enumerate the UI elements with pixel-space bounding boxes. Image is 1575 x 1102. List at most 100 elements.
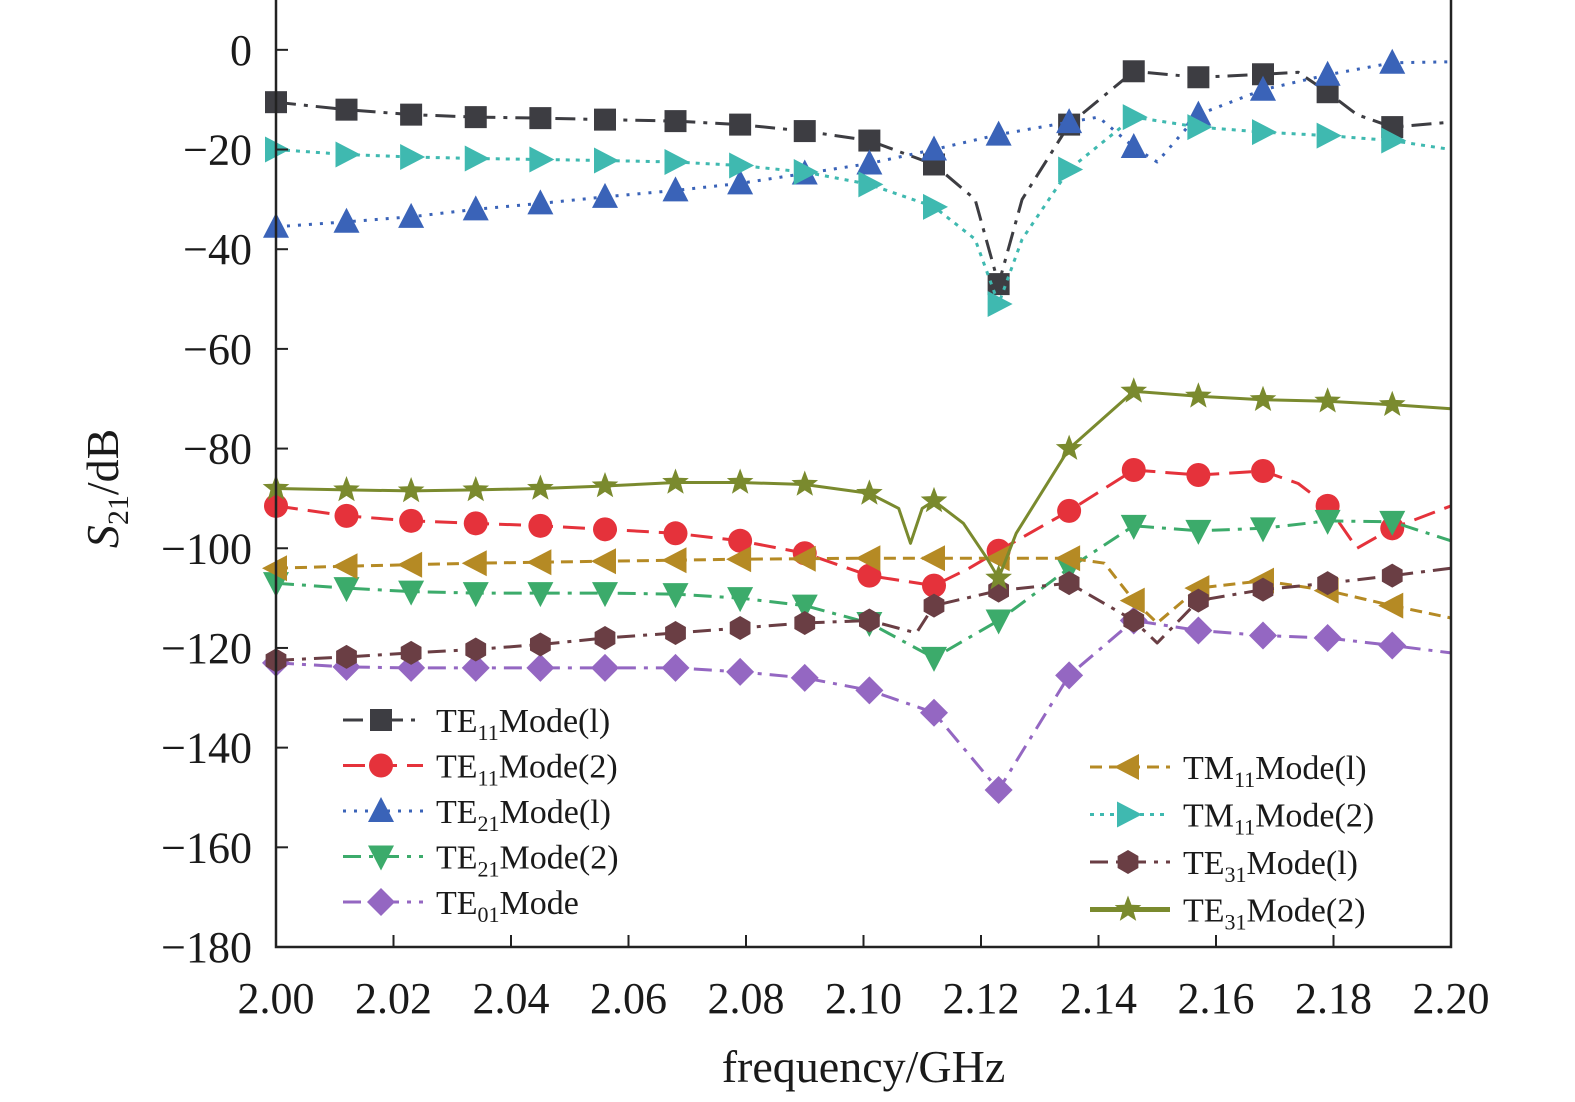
data-point [1381, 563, 1403, 588]
legend-label: TE11Mode(2) [436, 749, 618, 791]
data-point [398, 580, 425, 606]
data-point [1185, 382, 1212, 408]
legend-entry: TE31Mode(2) [1090, 893, 1366, 935]
data-point [1379, 510, 1406, 536]
data-point [529, 146, 555, 173]
legend-swatch-marker [1114, 895, 1142, 921]
legend-label-suffix: Mode(2) [1255, 798, 1374, 835]
data-point [920, 698, 948, 727]
data-point [1056, 108, 1083, 134]
x-tick-label: 2.12 [943, 974, 1020, 1023]
x-tick-label: 2.04 [473, 974, 550, 1023]
legend-label: TM11Mode(2) [1183, 798, 1374, 840]
y-axis-title: S21/dB [77, 429, 135, 548]
legend-label-sub: 11 [478, 766, 499, 791]
data-point [794, 611, 816, 636]
legend-entry: TE11Mode(l) [343, 703, 610, 745]
data-point [1314, 509, 1341, 535]
data-point [1251, 459, 1275, 484]
data-point [791, 594, 818, 620]
legend-label: TE11Mode(l) [436, 703, 610, 745]
y-tick-label: −40 [183, 225, 252, 274]
series-line [275, 468, 1452, 588]
x-tick-label: 2.08 [708, 974, 785, 1023]
data-point [400, 144, 426, 171]
legend-swatch-marker [368, 845, 394, 871]
data-point [336, 644, 357, 669]
data-point [729, 616, 751, 641]
data-point [592, 182, 618, 208]
x-tick-label: 2.16 [1178, 974, 1255, 1023]
data-point [793, 120, 816, 143]
legend-label: TM11Mode(l) [1183, 750, 1367, 792]
data-point [399, 508, 424, 533]
data-point [465, 637, 487, 662]
legend-label-suffix: Mode(l) [1247, 845, 1358, 882]
data-point [790, 663, 819, 692]
legend-entry: TE21Mode(2) [343, 840, 619, 882]
data-point [1252, 63, 1274, 86]
y-tick-label: −20 [183, 126, 252, 175]
data-point [1378, 592, 1404, 619]
legend-label-sub: 11 [1234, 767, 1255, 792]
data-point [1123, 608, 1145, 633]
data-point [920, 486, 948, 513]
data-point [1122, 60, 1145, 83]
y-axis-title-unit: /dB [77, 429, 128, 495]
data-point [594, 108, 616, 131]
data-point [664, 148, 690, 175]
legend-label-prefix: TE [436, 749, 478, 786]
data-point [1379, 48, 1406, 74]
legend-label-prefix: TE [1183, 845, 1225, 882]
legend-swatch-marker [1117, 850, 1139, 874]
data-point [661, 653, 690, 682]
data-point [1055, 545, 1081, 572]
data-point [527, 582, 554, 608]
data-point [985, 609, 1012, 635]
legend-label: TE31Mode(l) [1183, 845, 1358, 887]
data-point [1314, 387, 1341, 413]
data-point [464, 145, 490, 172]
legend-swatch-marker [1117, 801, 1142, 828]
legend-swatch-marker [1114, 754, 1139, 780]
legend-label-prefix: TE [436, 703, 478, 740]
data-point [1250, 517, 1276, 543]
data-point [262, 555, 287, 582]
data-point [529, 107, 552, 130]
legend-label-suffix: Mode(2) [499, 749, 618, 786]
data-point [591, 548, 616, 575]
data-point [333, 475, 360, 502]
y-axis-title-main: S [77, 525, 128, 548]
data-point [922, 573, 946, 598]
data-point [664, 110, 687, 133]
y-tick-label: −140 [161, 724, 252, 773]
data-point [727, 169, 754, 195]
y-tick-label: 0 [230, 26, 252, 75]
x-tick-label: 2.10 [825, 974, 902, 1023]
data-point [858, 171, 884, 198]
x-tick-label: 2.14 [1060, 974, 1137, 1023]
data-point [335, 141, 361, 168]
data-point [591, 471, 619, 498]
legend-label: TE21Mode(2) [436, 840, 619, 882]
data-point [985, 120, 1012, 146]
data-point [856, 149, 883, 175]
data-point [791, 470, 819, 496]
data-point [858, 608, 880, 633]
data-point [1186, 462, 1211, 487]
data-point [1187, 588, 1209, 613]
data-point [397, 476, 425, 503]
data-point [1121, 458, 1146, 483]
data-point [1184, 616, 1213, 645]
data-point [1185, 519, 1212, 545]
legend-swatch-marker [367, 888, 395, 916]
data-point [1058, 571, 1080, 596]
data-point [987, 291, 1013, 318]
y-tick-label: −80 [183, 425, 252, 474]
data-point [1057, 498, 1082, 523]
data-point [1317, 571, 1339, 596]
legend-entry: TE31Mode(l) [1090, 845, 1358, 887]
data-point [729, 152, 755, 179]
data-point [1058, 156, 1084, 183]
